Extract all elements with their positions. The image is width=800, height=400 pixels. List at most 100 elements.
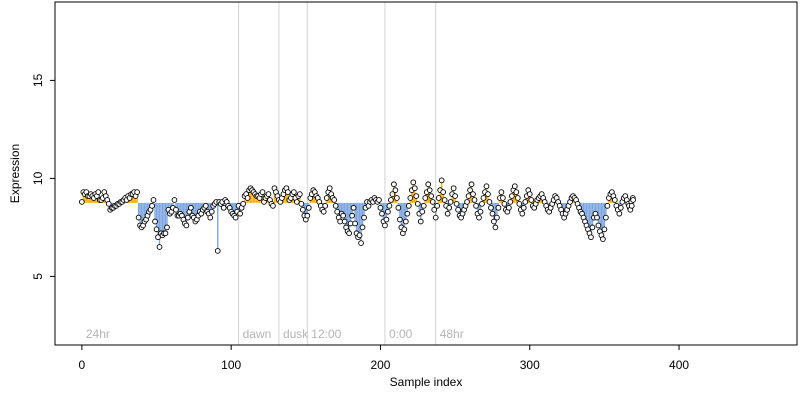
data-point bbox=[232, 214, 239, 221]
data-point bbox=[488, 204, 494, 211]
data-point bbox=[617, 204, 624, 211]
data-point bbox=[413, 193, 420, 199]
data-point bbox=[479, 201, 485, 207]
data-point bbox=[149, 202, 155, 209]
baseline-stems bbox=[81, 180, 634, 251]
data-point bbox=[422, 195, 429, 201]
data-point bbox=[95, 189, 102, 195]
data-point bbox=[511, 183, 518, 190]
data-point bbox=[388, 197, 394, 203]
data-point bbox=[594, 214, 600, 221]
data-point bbox=[394, 195, 400, 201]
data-point bbox=[500, 195, 506, 201]
data-point bbox=[588, 234, 594, 241]
data-point bbox=[341, 218, 348, 225]
data-point bbox=[471, 197, 478, 203]
data-point bbox=[376, 197, 382, 203]
data-point bbox=[494, 214, 500, 221]
data-point bbox=[304, 212, 311, 219]
data-point bbox=[501, 201, 508, 207]
data-point bbox=[455, 206, 461, 213]
data-point bbox=[404, 210, 411, 217]
y-tick-label: 10 bbox=[31, 171, 45, 185]
data-point bbox=[162, 230, 169, 237]
data-point bbox=[432, 214, 439, 221]
data-point bbox=[105, 201, 112, 207]
data-point bbox=[467, 187, 473, 194]
data-point bbox=[207, 214, 214, 221]
data-point bbox=[322, 202, 329, 209]
data-point bbox=[237, 210, 243, 217]
data-point bbox=[326, 185, 333, 192]
data-point bbox=[183, 222, 190, 229]
data-point bbox=[470, 191, 476, 197]
data-point bbox=[331, 197, 338, 203]
data-point bbox=[604, 202, 611, 209]
data-point bbox=[522, 199, 529, 205]
data-point bbox=[171, 197, 178, 203]
data-point bbox=[465, 193, 472, 199]
data-point bbox=[407, 195, 414, 201]
data-point bbox=[477, 208, 484, 215]
data-point bbox=[240, 201, 246, 207]
x-axis: 0 100 200 300 400 bbox=[79, 345, 689, 372]
data-point bbox=[410, 179, 417, 186]
data-point bbox=[616, 210, 623, 217]
data-point bbox=[397, 216, 403, 223]
data-point bbox=[350, 204, 357, 211]
annotation-label: dawn bbox=[243, 327, 272, 341]
data-point bbox=[498, 189, 505, 195]
x-tick-label: 100 bbox=[221, 358, 241, 372]
data-point bbox=[334, 208, 341, 215]
data-point bbox=[480, 195, 487, 201]
data-point bbox=[395, 204, 402, 211]
data-point bbox=[150, 197, 157, 203]
data-point bbox=[434, 202, 441, 209]
data-point bbox=[595, 222, 602, 229]
plot-frame bbox=[54, 1, 798, 346]
data-point bbox=[155, 234, 161, 241]
x-tick-label: 200 bbox=[370, 358, 390, 372]
data-point bbox=[391, 181, 397, 188]
x-axis-title: Sample index bbox=[390, 375, 463, 389]
data-point bbox=[244, 195, 251, 201]
data-point bbox=[352, 220, 358, 227]
data-point bbox=[405, 202, 412, 209]
data-point bbox=[419, 208, 426, 215]
data-point bbox=[156, 244, 163, 250]
data-point bbox=[516, 201, 523, 207]
data-point bbox=[468, 181, 475, 188]
data-point bbox=[507, 199, 514, 205]
data-point bbox=[382, 222, 388, 229]
data-point bbox=[411, 185, 418, 192]
data-point bbox=[356, 232, 363, 239]
data-point bbox=[323, 195, 330, 201]
y-tick-label: 5 bbox=[31, 273, 45, 280]
data-point bbox=[220, 204, 227, 211]
data-point bbox=[612, 197, 618, 203]
data-point bbox=[506, 204, 512, 211]
data-point bbox=[601, 226, 608, 233]
data-point bbox=[379, 210, 385, 217]
divider-lines bbox=[238, 2, 437, 345]
time-annotations: 24hr dawn dusk 12:00 0:00 48hr bbox=[86, 327, 464, 341]
data-point bbox=[265, 191, 272, 197]
data-point bbox=[491, 218, 497, 225]
data-point bbox=[79, 199, 85, 205]
data-point bbox=[603, 214, 609, 221]
data-point bbox=[428, 193, 435, 199]
y-tick-label: 15 bbox=[31, 73, 45, 87]
data-point bbox=[452, 193, 458, 199]
x-tick-label: 300 bbox=[520, 358, 540, 372]
data-point bbox=[508, 193, 515, 199]
data-point bbox=[446, 204, 452, 211]
data-point bbox=[320, 208, 327, 215]
data-point bbox=[332, 202, 339, 209]
data-point bbox=[259, 189, 266, 195]
data-point bbox=[346, 230, 352, 237]
data-point bbox=[153, 226, 160, 233]
annotation-label: 12:00 bbox=[311, 327, 341, 341]
annotation-label: 0:00 bbox=[389, 327, 413, 341]
data-point bbox=[453, 201, 460, 207]
